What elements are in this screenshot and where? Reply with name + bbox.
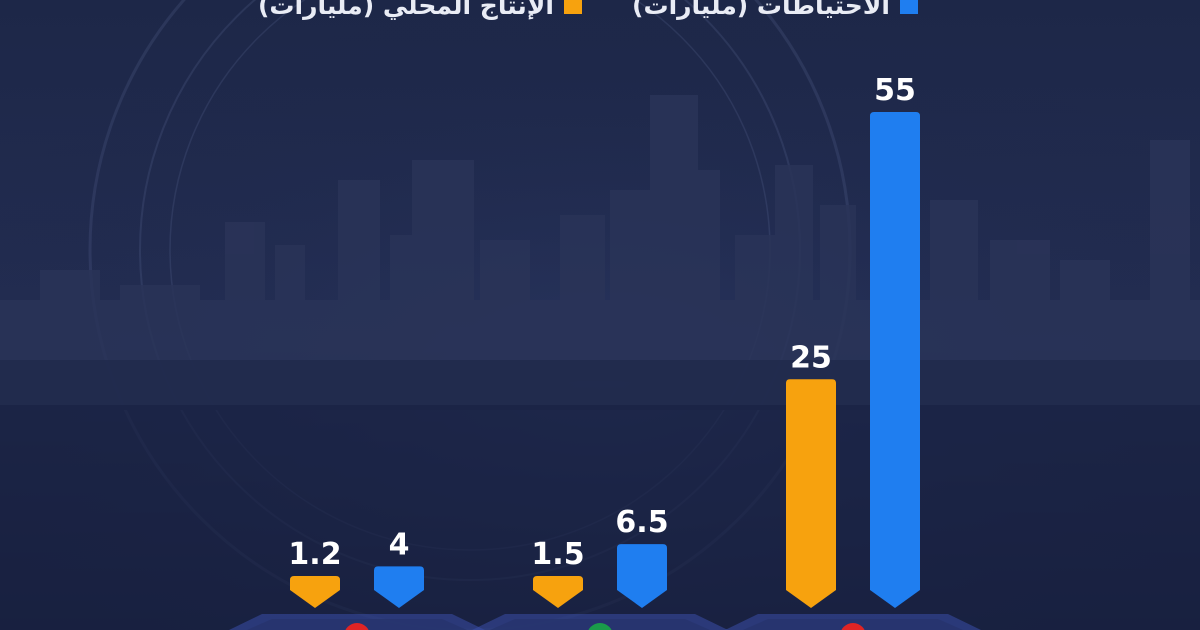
data-label: 1.5 [531,537,584,572]
data-label: 6.5 [615,505,668,540]
bar [870,112,920,608]
city-skyline-icon [0,95,1200,410]
legend-label-reserves: الاحتياطات (مليارات) [632,0,890,20]
legend-swatch-production [564,0,582,14]
legend-item-production: الإنتاج المحلي (مليارات) [258,0,582,22]
country-flag-icon [588,623,612,630]
data-label: 1.2 [288,537,341,572]
data-label: 25 [790,340,832,375]
legend-swatch-reserves [900,0,918,14]
legend-item-reserves: الاحتياطات (مليارات) [632,0,918,22]
country-flag-icon [345,623,369,630]
bar [374,566,424,608]
data-label: 4 [389,527,410,562]
bar [617,544,667,608]
data-label: 55 [874,73,916,108]
bar [290,576,340,608]
bar [533,576,583,608]
country-flag-icon [841,623,865,630]
legend-label-production: الإنتاج المحلي (مليارات) [257,0,554,20]
bar [786,379,836,608]
